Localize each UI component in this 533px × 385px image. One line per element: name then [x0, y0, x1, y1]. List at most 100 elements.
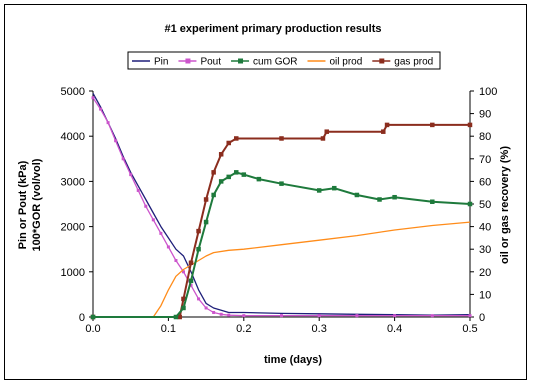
data-point-cum-gor — [279, 181, 284, 186]
y-left-tick-label: 4000 — [61, 131, 85, 143]
data-point-pout — [166, 245, 170, 249]
data-point-gas-prod — [324, 129, 329, 134]
series-line-cum-gor — [93, 171, 471, 318]
data-point-pout — [242, 314, 246, 318]
data-point-cum-gor — [430, 199, 435, 204]
y-left-tick-label: 1000 — [61, 267, 85, 279]
x-tick-label: 0.2 — [236, 323, 251, 335]
legend-label-gas-prod: gas prod — [394, 57, 433, 68]
x-tick-label: 0.5 — [462, 323, 477, 335]
data-point-pout — [151, 218, 155, 222]
data-point-gas-prod — [234, 136, 239, 141]
y-right-tick-label: 50 — [479, 199, 491, 211]
data-point-gas-prod — [211, 170, 216, 175]
data-point-pout — [121, 157, 125, 161]
plot-area: 0.0 0.1 0.2 0.3 0.4 0.50100020003000400050000… — [61, 86, 498, 335]
data-point-pout — [219, 312, 223, 316]
data-point-gas-prod — [196, 228, 201, 234]
legend-marker-cum-gor — [238, 58, 244, 64]
data-point-pout — [91, 96, 95, 100]
data-point-gas-prod — [381, 129, 386, 134]
data-point-pout — [317, 314, 321, 318]
legend-label-cum-gor: cum GOR — [253, 57, 297, 68]
data-point-cum-gor — [332, 185, 337, 191]
y-right-tick-label: 60 — [479, 176, 491, 188]
data-point-cum-gor — [234, 170, 239, 175]
x-tick-label: 0.0 — [85, 323, 100, 335]
y-right-tick-label: 30 — [479, 244, 491, 256]
data-point-pout — [197, 297, 201, 301]
data-point-gas-prod — [181, 296, 186, 302]
data-point-pout — [159, 231, 163, 235]
series-line-pin — [92, 92, 471, 316]
y-axis-right-label: oil or gas recovery (%) — [499, 146, 511, 264]
series-line-gas-prod — [93, 123, 470, 318]
data-point-pout — [280, 314, 283, 318]
data-point-gas-prod — [177, 314, 182, 320]
data-point-pout — [189, 283, 193, 287]
data-point-pout — [204, 306, 208, 310]
data-point-gas-prod — [279, 136, 284, 141]
x-tick-label: 0.1 — [161, 323, 176, 335]
data-point-cum-gor — [203, 219, 209, 225]
data-point-pout — [144, 204, 148, 208]
y-right-tick-label: 10 — [479, 289, 491, 301]
y-left-tick-label: 3000 — [61, 176, 85, 188]
data-point-gas-prod — [226, 140, 231, 146]
data-point-cum-gor — [196, 246, 201, 252]
y-right-tick-label: 0 — [479, 312, 485, 324]
data-point-cum-gor — [256, 176, 262, 182]
y-right-tick-label: 20 — [479, 267, 491, 279]
legend-box — [127, 51, 441, 70]
y-left-tick-label: 2000 — [61, 222, 85, 234]
legend: Pin Pout cum GOR oil prod gas prod — [127, 51, 441, 70]
data-point-gas-prod — [430, 122, 435, 128]
data-point-pout — [136, 188, 140, 192]
data-point-cum-gor — [173, 314, 179, 320]
data-point-gas-prod — [467, 122, 473, 128]
x-tick-label: 0.3 — [312, 323, 327, 335]
data-point-pout — [430, 314, 434, 318]
data-point-pout — [181, 270, 185, 274]
data-point-cum-gor — [467, 201, 473, 207]
data-point-pout — [129, 173, 133, 177]
data-point-pout — [114, 139, 118, 143]
y-right-tick-label: 70 — [479, 154, 491, 166]
data-point-pout — [212, 310, 216, 314]
series-line-oil-prod — [93, 221, 471, 318]
data-point-pout — [468, 314, 472, 318]
data-point-cum-gor — [392, 194, 397, 200]
data-point-pout — [174, 259, 178, 262]
data-point-cum-gor — [90, 314, 96, 320]
legend-marker-gas-prod — [379, 58, 385, 64]
data-point-cum-gor — [181, 305, 186, 311]
data-point-cum-gor — [188, 278, 194, 284]
y-right-tick-label: 40 — [479, 222, 491, 234]
y-axis-left-label-2: 100*GOR (vol/vol) — [31, 158, 43, 251]
legend-marker-pout — [185, 58, 191, 64]
x-axis-label: time (days) — [264, 354, 322, 366]
data-point-cum-gor — [226, 174, 231, 180]
y-right-tick-label: 80 — [479, 131, 491, 143]
data-point-cum-gor — [316, 188, 322, 193]
y-axis-left-label-1: Pin or Pout (kPa) — [17, 160, 29, 249]
data-point-pout — [106, 121, 110, 125]
data-point-cum-gor — [211, 192, 216, 198]
legend-label-pout: Pout — [200, 57, 221, 68]
data-point-cum-gor — [241, 172, 247, 177]
data-point-pout — [227, 313, 231, 317]
data-point-gas-prod — [320, 136, 326, 141]
data-point-gas-prod — [203, 197, 209, 202]
y-right-tick-label: 100 — [479, 86, 497, 98]
data-point-cum-gor — [354, 192, 360, 198]
chart-title: #1 experiment primary production results — [164, 23, 381, 35]
data-point-gas-prod — [188, 260, 194, 266]
data-point-pout — [99, 107, 103, 111]
data-point-pout — [393, 314, 397, 318]
data-point-gas-prod — [218, 152, 224, 157]
data-point-pout — [355, 314, 359, 318]
x-tick-label: 0.4 — [387, 323, 402, 335]
data-point-cum-gor — [218, 179, 224, 184]
y-left-tick-label: 0 — [79, 312, 85, 324]
